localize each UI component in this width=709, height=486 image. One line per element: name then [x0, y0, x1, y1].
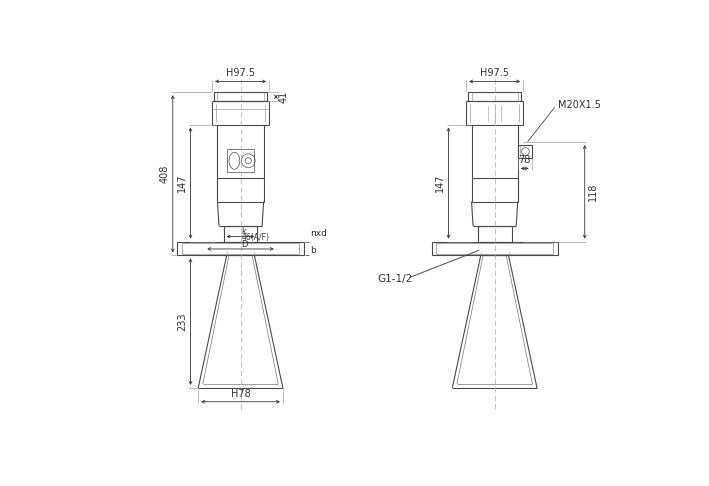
- Text: Η97.5: Η97.5: [226, 69, 255, 78]
- Text: 408: 408: [160, 165, 169, 183]
- Text: 233: 233: [177, 312, 187, 331]
- Text: k: k: [241, 227, 246, 236]
- Text: D: D: [241, 240, 248, 249]
- Text: 147: 147: [435, 174, 445, 192]
- Bar: [469, 92, 521, 102]
- Text: 46(A/F): 46(A/F): [242, 233, 270, 242]
- Text: M20X1.5: M20X1.5: [558, 100, 601, 110]
- Text: nxd: nxd: [310, 229, 327, 238]
- Text: Η97.5: Η97.5: [480, 69, 509, 78]
- Bar: [518, 145, 532, 157]
- Text: b: b: [310, 245, 316, 255]
- Bar: [182, 243, 299, 254]
- Bar: [436, 243, 553, 254]
- Text: 78: 78: [518, 156, 531, 165]
- Text: 41: 41: [279, 91, 289, 103]
- Text: 118: 118: [588, 183, 598, 201]
- Bar: [214, 92, 267, 102]
- Bar: [227, 149, 255, 172]
- Bar: [432, 242, 558, 256]
- Text: Η78: Η78: [230, 389, 250, 399]
- Text: G1-1/2: G1-1/2: [378, 274, 413, 283]
- Text: 147: 147: [177, 174, 187, 192]
- Bar: [177, 242, 303, 256]
